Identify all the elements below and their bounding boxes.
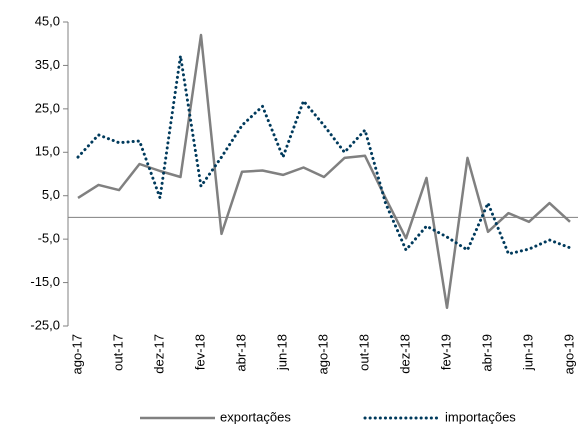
x-tick-label: dez-18 (397, 334, 412, 374)
y-tick-label: 5,0 (42, 187, 60, 202)
y-tick-label: -15,0 (30, 274, 60, 289)
x-tick-label: abr-18 (233, 334, 248, 372)
y-tick-label: 35,0 (35, 57, 60, 72)
series-line (77, 33, 571, 310)
series-line (76, 54, 572, 256)
y-tick-label: 25,0 (35, 100, 60, 115)
x-tick-label: dez-17 (151, 334, 166, 374)
y-tick-label: 45,0 (35, 13, 60, 28)
x-tick-label: abr-19 (479, 334, 494, 372)
x-tick-label: ago-19 (561, 334, 576, 374)
x-tick-label: fev-18 (192, 334, 207, 370)
y-tick-label: -25,0 (30, 317, 60, 332)
x-tick-label: jun-18 (274, 334, 289, 371)
x-tick-label: out-17 (110, 334, 125, 371)
legend-label: importações (445, 409, 516, 424)
y-tick-label: 15,0 (35, 144, 60, 159)
x-tick-label: ago-18 (315, 334, 330, 374)
x-tick-label: fev-19 (438, 334, 453, 370)
y-tick-label: -5,0 (38, 231, 60, 246)
x-tick-label: out-18 (356, 334, 371, 371)
legend-label: exportações (220, 409, 291, 424)
x-tick-label: ago-17 (69, 334, 84, 374)
x-tick-label: jun-19 (520, 334, 535, 371)
